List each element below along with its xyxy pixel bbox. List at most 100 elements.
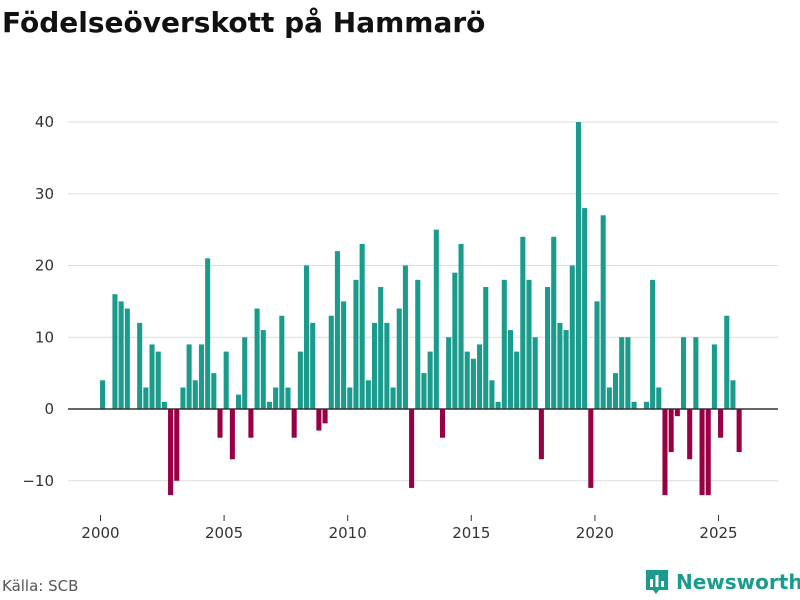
bar-positive <box>507 330 514 409</box>
bar-negative <box>588 409 594 488</box>
x-tick-label: 2025 <box>699 524 737 542</box>
bar-negative <box>229 409 235 460</box>
bar-positive <box>266 401 272 409</box>
bar-positive <box>693 337 699 409</box>
bar-positive <box>613 373 619 410</box>
bar-positive <box>192 380 198 409</box>
x-tick-label: 2000 <box>81 524 119 542</box>
bar-positive <box>279 315 285 409</box>
bar-negative <box>291 409 297 438</box>
bar-positive <box>526 279 532 409</box>
bar-positive <box>347 387 353 409</box>
bar-positive <box>631 401 637 409</box>
bar-positive <box>582 208 588 409</box>
bar-positive <box>680 337 687 409</box>
bar-negative <box>668 409 674 453</box>
bar-positive <box>180 387 186 409</box>
bar-negative <box>316 409 322 431</box>
bar-positive <box>137 322 143 409</box>
bar-positive <box>495 401 501 409</box>
bar-positive <box>483 287 489 409</box>
bar-positive <box>446 337 452 409</box>
x-tick-label: 2005 <box>205 524 243 542</box>
y-axis-ticks: −10 0 10 20 30 40 <box>22 113 54 490</box>
bar-positive <box>650 279 656 409</box>
bar-positive <box>464 351 470 409</box>
bar-positive <box>223 351 229 409</box>
bar-positive <box>186 344 192 409</box>
bar-positive <box>100 380 106 409</box>
bar-positive <box>452 272 458 409</box>
bar-positive <box>341 301 347 410</box>
newsworthy-logo-text: Newsworthy <box>676 570 800 594</box>
bar-positive <box>371 322 378 409</box>
y-tick-label: 10 <box>35 328 54 346</box>
bar-negative <box>718 409 724 438</box>
bar-negative <box>174 409 180 481</box>
bar-positive <box>569 265 575 409</box>
bar-positive <box>625 337 631 409</box>
bar-positive <box>619 337 625 409</box>
bar-positive <box>328 315 334 409</box>
bar-negative <box>699 409 705 496</box>
bar-positive <box>378 287 384 409</box>
newsworthy-logo-icon <box>646 570 668 594</box>
bar-positive <box>285 387 291 409</box>
x-axis-ticks: 2000 2005 2010 2015 2020 2025 <box>81 515 738 542</box>
bar-positive <box>421 373 427 410</box>
bar-positive <box>155 351 161 409</box>
bar-positive <box>310 322 316 409</box>
bar-positive <box>656 387 662 409</box>
bar-positive <box>304 265 310 409</box>
bar-positive <box>242 337 248 409</box>
y-tick-label: 0 <box>44 400 54 418</box>
bar-positive <box>118 301 124 410</box>
bar-positive <box>730 380 736 409</box>
newsworthy-logo[interactable]: Newsworthy <box>644 568 800 596</box>
bar-positive <box>359 243 365 409</box>
bar-positive <box>563 330 569 409</box>
bar-positive <box>594 301 600 410</box>
bar-positive <box>477 344 483 409</box>
bar-positive <box>545 287 551 409</box>
bar-positive <box>415 279 421 409</box>
bar-positive <box>458 243 464 409</box>
bars <box>100 122 742 496</box>
bar-positive <box>334 251 340 409</box>
bar-negative <box>439 409 446 438</box>
bar-positive <box>384 322 390 409</box>
bar-positive <box>575 122 581 409</box>
bar-positive <box>489 380 495 409</box>
bar-negative <box>217 409 223 438</box>
bar-positive <box>433 229 439 410</box>
bar-negative <box>322 409 328 424</box>
bar-positive <box>402 265 408 409</box>
bar-positive <box>514 351 520 409</box>
bar-negative <box>736 409 742 453</box>
bar-negative <box>662 409 668 496</box>
bar-positive <box>205 258 211 409</box>
bar-negative <box>674 409 680 417</box>
bar-negative <box>687 409 693 460</box>
bar-positive <box>365 380 371 409</box>
y-tick-label: 40 <box>35 113 54 131</box>
bar-positive <box>711 344 717 409</box>
bar-positive <box>112 294 118 409</box>
bar-negative <box>538 409 544 460</box>
bar-positive <box>124 308 130 409</box>
gridlines <box>68 121 778 482</box>
bar-positive <box>396 308 402 409</box>
bar-chart: −10 0 10 20 30 40 2000 2005 2010 2015 2020 2025 <box>22 113 778 542</box>
bar-positive <box>149 344 155 409</box>
x-tick-label: 2020 <box>576 524 614 542</box>
bar-positive <box>600 215 606 409</box>
y-tick-label: 20 <box>35 257 54 275</box>
bar-positive <box>211 373 217 410</box>
bar-positive <box>297 351 303 409</box>
bar-positive <box>143 387 149 409</box>
bar-positive <box>470 358 476 409</box>
bar-negative <box>409 409 415 488</box>
y-tick-label: −10 <box>22 472 54 490</box>
x-tick-label: 2015 <box>452 524 490 542</box>
chart-title: Födelseöverskott på Hammarö <box>2 6 486 39</box>
